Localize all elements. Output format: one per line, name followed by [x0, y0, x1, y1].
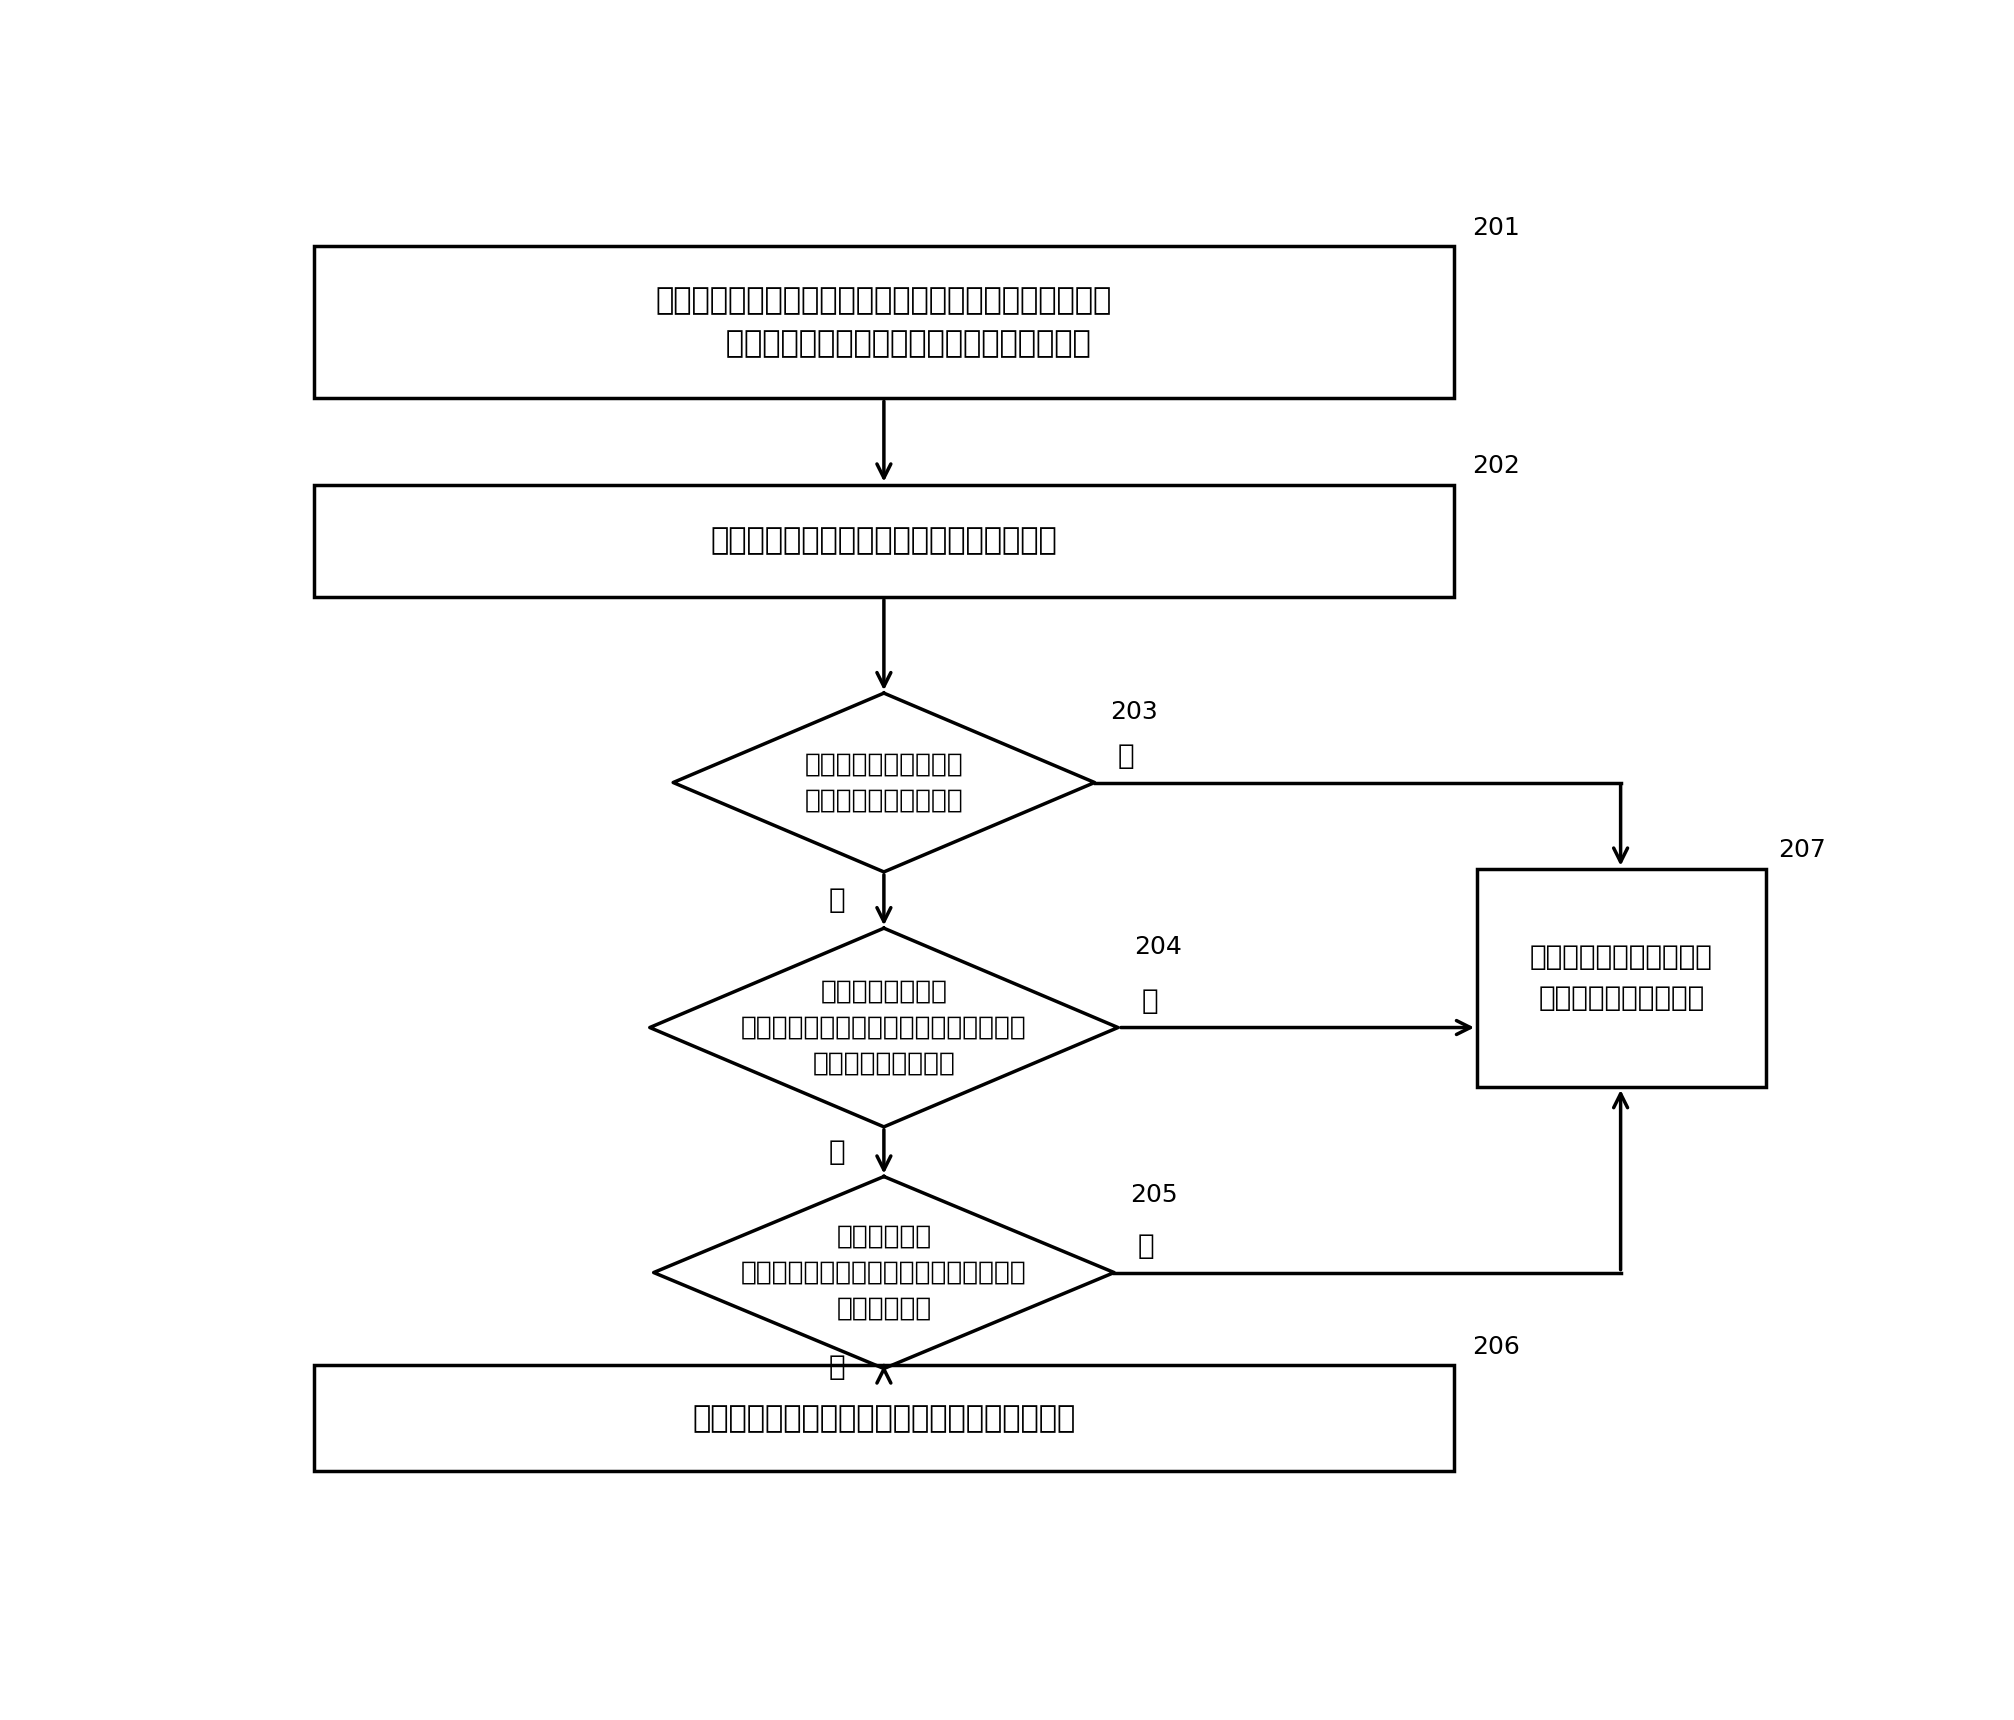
Text: 允许本端成员端口参与本端网络设备的流量转发: 允许本端成员端口参与本端网络设备的流量转发	[693, 1404, 1075, 1433]
FancyBboxPatch shape	[314, 246, 1454, 399]
FancyBboxPatch shape	[314, 485, 1454, 597]
Text: 206: 206	[1472, 1335, 1521, 1359]
Text: 否: 否	[1142, 987, 1158, 1015]
Polygon shape	[655, 1176, 1114, 1369]
Text: 根据聚合类型信息
判断本端网络设备与对端网络设备是否均
配置静态链路聚合组: 根据聚合类型信息 判断本端网络设备与对端网络设备是否均 配置静态链路聚合组	[741, 979, 1027, 1077]
Text: 对于链路聚合组中的每一条成员链路，该成员链路的本端
     成员端口接收对端成员端口发送的链路层报文: 对于链路聚合组中的每一条成员链路，该成员链路的本端 成员端口接收对端成员端口发送…	[657, 287, 1112, 358]
Text: 禁止本端成员端口参与本
端网络设备的流量转发: 禁止本端成员端口参与本 端网络设备的流量转发	[1531, 943, 1712, 1013]
Text: 根据对端成员
端口的端口状态信息判断对端成员端口是
否为选中状态: 根据对端成员 端口的端口状态信息判断对端成员端口是 否为选中状态	[741, 1223, 1027, 1321]
Text: 是: 是	[828, 1354, 846, 1381]
Text: 201: 201	[1472, 215, 1521, 239]
Text: 判断本端成员端口的端
口状态是否为选中状态: 判断本端成员端口的端 口状态是否为选中状态	[804, 752, 963, 814]
Text: 204: 204	[1134, 936, 1182, 958]
Text: 202: 202	[1472, 454, 1521, 478]
Text: 否: 否	[1118, 741, 1134, 771]
FancyBboxPatch shape	[314, 1366, 1454, 1471]
Polygon shape	[673, 693, 1096, 872]
Polygon shape	[651, 929, 1118, 1127]
Text: 207: 207	[1778, 838, 1827, 862]
FancyBboxPatch shape	[1476, 869, 1766, 1087]
Text: 否: 否	[1138, 1232, 1154, 1261]
Text: 获取链路层报文中携带的链路聚合状态信息: 获取链路层报文中携带的链路聚合状态信息	[711, 526, 1057, 556]
Text: 205: 205	[1130, 1183, 1178, 1207]
Text: 203: 203	[1110, 700, 1158, 724]
Text: 是: 是	[828, 886, 846, 913]
Text: 是: 是	[828, 1137, 846, 1166]
